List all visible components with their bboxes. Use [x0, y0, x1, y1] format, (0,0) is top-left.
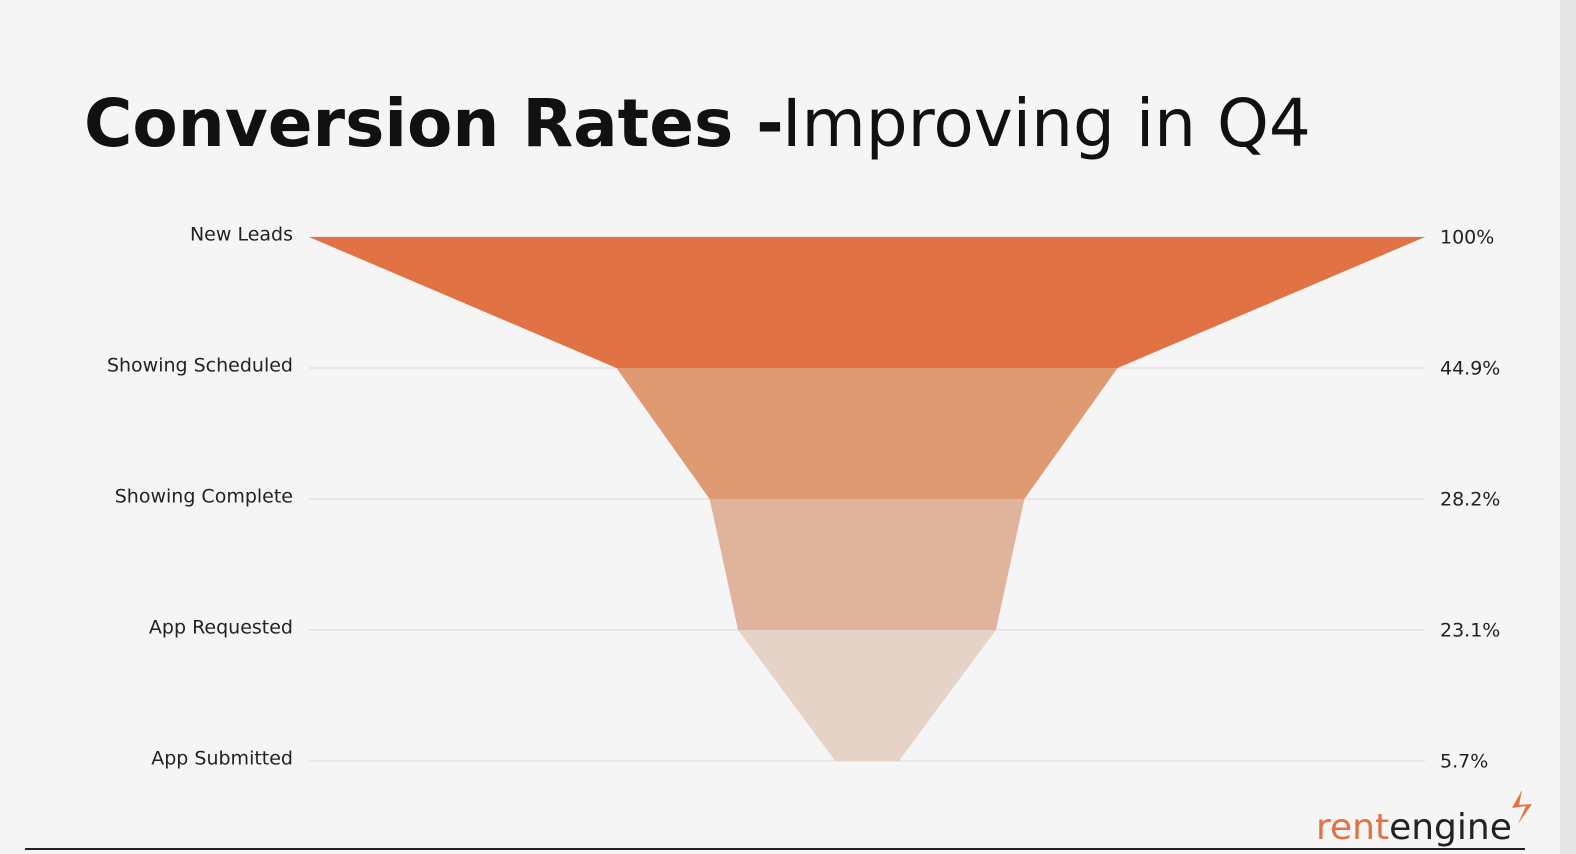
- stage-label: App Submitted: [151, 748, 293, 770]
- funnel-segment: [738, 630, 996, 761]
- stage-label: New Leads: [190, 224, 293, 246]
- value-label: 100%: [1440, 227, 1494, 249]
- title: Conversion Rates -: [84, 85, 784, 162]
- logo: rentengine: [1316, 807, 1512, 848]
- value-label: 28.2%: [1440, 489, 1500, 511]
- funnel-segment: [709, 499, 1025, 630]
- logo-bolt: [1512, 790, 1532, 824]
- subtitle: Improving in Q4: [782, 85, 1311, 162]
- funnel-segment: [309, 237, 1425, 368]
- logo-part: engine: [1389, 807, 1512, 848]
- value-label: 44.9%: [1440, 358, 1500, 380]
- stage-label: App Requested: [149, 617, 293, 639]
- funnel-chart: New Leads 100% Showing Scheduled 44.9% Showi…: [107, 224, 1500, 773]
- value-label: 23.1%: [1440, 620, 1500, 642]
- scroll-strip: [1560, 0, 1576, 854]
- stage-label: Showing Scheduled: [107, 355, 293, 377]
- logo-part: rent: [1316, 807, 1389, 848]
- value-label: 5.7%: [1440, 751, 1488, 773]
- stage-label: Showing Complete: [115, 486, 293, 508]
- funnel-segment: [616, 368, 1118, 499]
